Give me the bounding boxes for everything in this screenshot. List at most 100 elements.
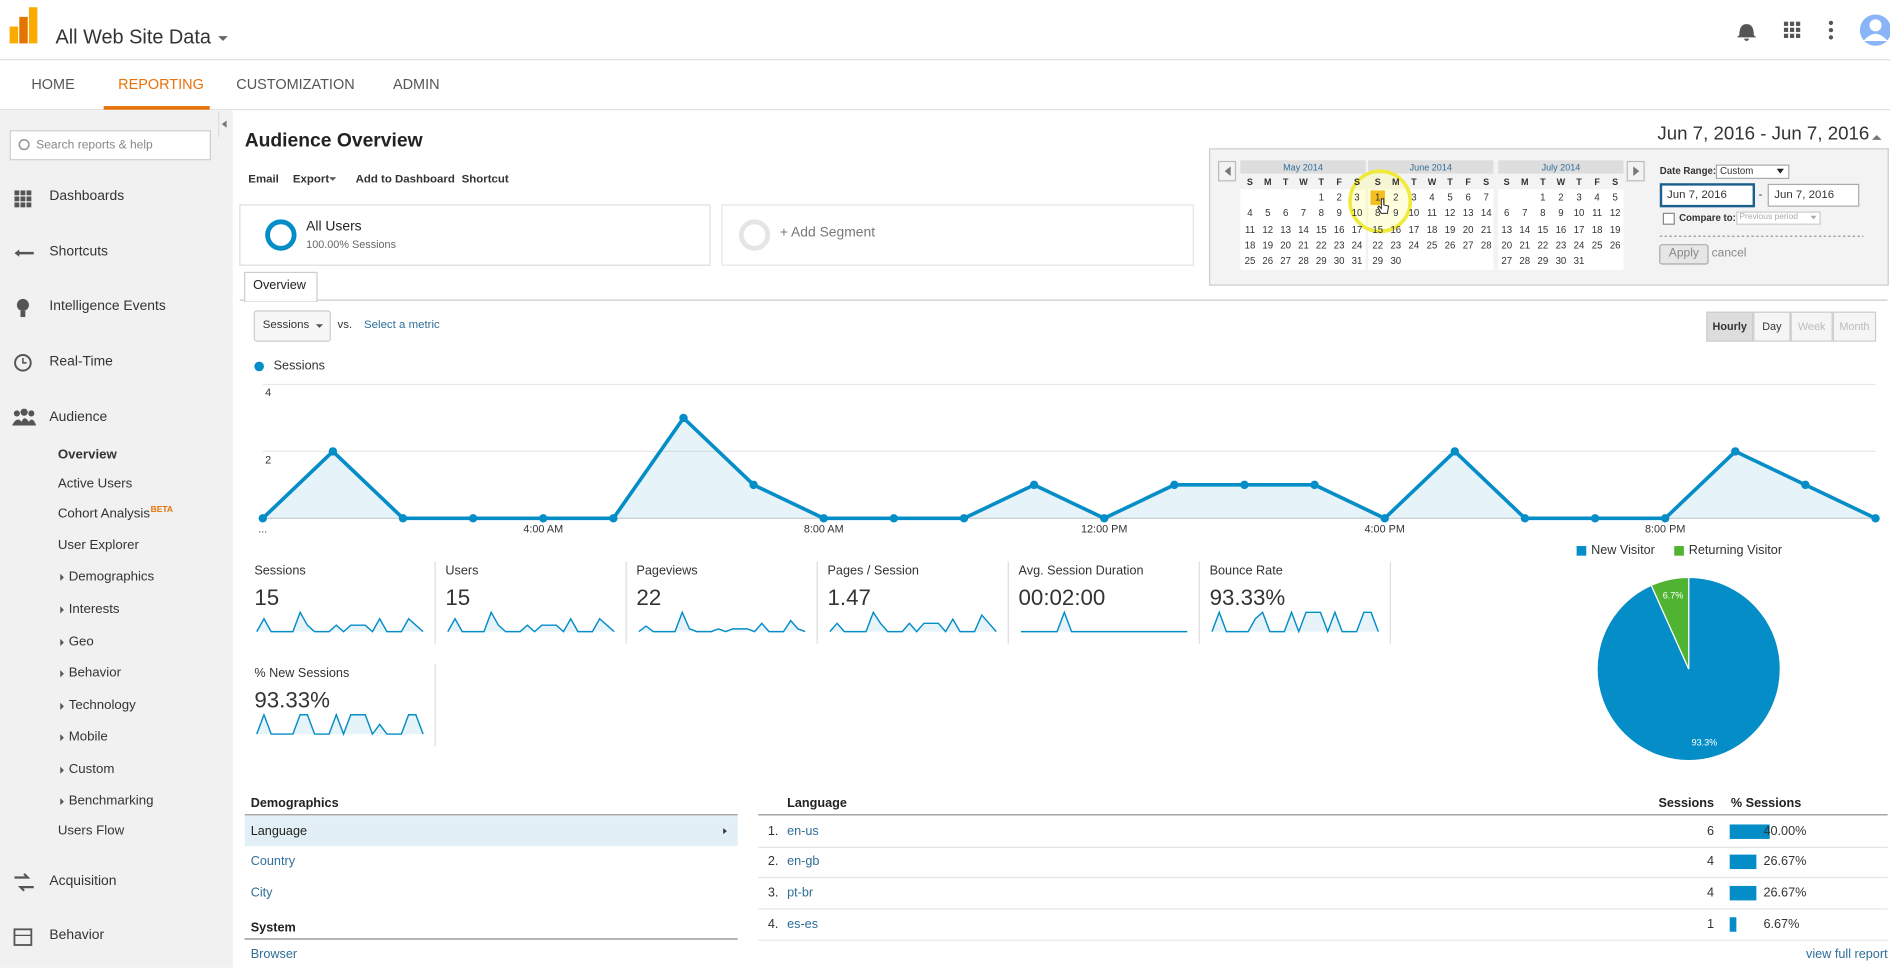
nav-subitem[interactable]: Interests (68, 601, 120, 617)
nav-subitem[interactable]: Users Flow (57, 823, 125, 839)
apps-icon[interactable] (1783, 21, 1801, 38)
day[interactable]: 30 (1555, 256, 1567, 267)
nav-item[interactable]: Real-Time (49, 354, 113, 369)
nav-tab[interactable]: HOME (31, 75, 75, 93)
day[interactable]: 11 (1592, 207, 1603, 219)
day[interactable]: 5 (1447, 191, 1453, 203)
date-range[interactable]: Jun 7, 2016 - Jun 7, 2016 (1657, 123, 1870, 145)
day[interactable]: 6 (1282, 207, 1289, 219)
day[interactable]: 5 (1612, 191, 1618, 203)
day[interactable]: 22 (1315, 239, 1327, 251)
day[interactable]: 17 (1573, 223, 1585, 235)
day[interactable]: 8 (1318, 207, 1324, 219)
day[interactable]: 29 (1537, 256, 1549, 267)
nav-subitem[interactable]: Geo (68, 634, 94, 649)
day[interactable]: 22 (1372, 239, 1384, 251)
granularity-label[interactable]: Hourly (1712, 320, 1747, 333)
add-segment[interactable]: + Add Segment (779, 225, 876, 240)
day[interactable]: 23 (1390, 239, 1402, 251)
day[interactable]: 10 (1351, 207, 1363, 219)
day[interactable]: 6 (1465, 191, 1471, 203)
nav-subitem[interactable]: Overview (57, 447, 117, 463)
day[interactable]: 3 (1354, 191, 1360, 203)
caret[interactable] (218, 36, 228, 41)
day[interactable]: 27 (1280, 256, 1291, 267)
day[interactable]: 2 (1558, 191, 1564, 203)
day[interactable]: 10 (1573, 207, 1585, 219)
day[interactable]: 6 (1504, 207, 1510, 219)
row-link[interactable]: pt-br (787, 885, 814, 901)
day[interactable]: 2 (1336, 191, 1342, 203)
end-date[interactable]: Jun 7, 2016 (1774, 188, 1835, 202)
nav-subitem[interactable]: Mobile (68, 729, 108, 745)
day[interactable]: 8 (1375, 207, 1381, 219)
day[interactable]: 18 (1426, 223, 1438, 235)
bell-icon[interactable] (1736, 24, 1757, 41)
dimension-link[interactable]: Browser (250, 947, 298, 962)
day[interactable]: 19 (1444, 223, 1456, 235)
day[interactable]: 30 (1333, 256, 1345, 267)
tab-label[interactable]: Overview (253, 278, 306, 293)
action[interactable]: Export (292, 172, 330, 186)
nav-subitem[interactable]: Demographics (68, 569, 155, 584)
day[interactable]: 25 (1244, 256, 1256, 267)
caret[interactable] (1871, 135, 1882, 140)
granularity-button[interactable] (1790, 311, 1833, 342)
segment-card[interactable] (239, 204, 711, 266)
dimension-link[interactable]: City (250, 885, 273, 901)
granularity-button[interactable] (1832, 311, 1877, 342)
nav-subitem[interactable]: User Explorer (57, 538, 139, 553)
day[interactable]: 25 (1426, 239, 1438, 251)
day[interactable]: 5 (1265, 207, 1271, 219)
nav-item[interactable]: Dashboards (49, 189, 125, 204)
nav-tab[interactable]: CUSTOMIZATION (236, 75, 355, 93)
day[interactable]: 16 (1333, 223, 1345, 235)
day[interactable]: 11 (1244, 223, 1255, 235)
nav-subitem[interactable]: Benchmarking (68, 793, 154, 809)
search-box[interactable] (9, 130, 211, 161)
tab[interactable] (244, 271, 318, 302)
day[interactable]: 21 (1480, 223, 1492, 235)
nav-item[interactable]: Intelligence Events (49, 299, 166, 314)
action[interactable]: Shortcut (461, 172, 509, 186)
day[interactable]: 13 (1280, 223, 1291, 235)
more-icon[interactable] (1828, 20, 1834, 40)
nav-subitem[interactable]: Behavior (68, 665, 122, 681)
day[interactable]: 27 (1501, 256, 1513, 267)
day[interactable]: 9 (1558, 207, 1564, 219)
cancel[interactable]: cancel (1711, 247, 1747, 261)
action[interactable]: Add to Dashboard (355, 172, 455, 186)
granularity-button[interactable] (1753, 311, 1791, 342)
day[interactable]: 12 (1609, 207, 1621, 219)
day[interactable]: 27 (1462, 239, 1474, 251)
nav-subitem[interactable]: Cohort Analysis (57, 506, 150, 522)
collapse-toggle[interactable] (218, 110, 232, 138)
day[interactable]: 7 (1483, 191, 1489, 203)
action[interactable]: Email (248, 172, 279, 186)
next-month[interactable] (1633, 166, 1640, 176)
day[interactable]: 14 (1298, 223, 1309, 235)
day[interactable]: 10 (1408, 207, 1420, 219)
nav-tab[interactable]: REPORTING (118, 75, 204, 93)
day[interactable]: 11 (1426, 207, 1437, 219)
granularity-label[interactable]: Month (1839, 320, 1870, 333)
day[interactable]: 19 (1262, 239, 1274, 251)
metric-select-label[interactable]: Sessions (262, 318, 310, 332)
row-link[interactable]: en-us (787, 824, 819, 839)
day[interactable]: 23 (1555, 239, 1567, 251)
day[interactable]: 20 (1280, 239, 1291, 251)
day[interactable]: 30 (1390, 256, 1402, 267)
day[interactable]: 16 (1390, 223, 1402, 235)
day[interactable]: 8 (1540, 207, 1546, 219)
day[interactable]: 15 (1537, 223, 1549, 235)
day[interactable]: 2 (1393, 191, 1399, 203)
day[interactable]: 29 (1315, 256, 1327, 267)
day[interactable]: 28 (1519, 256, 1531, 267)
select-metric[interactable]: Select a metric (364, 318, 440, 332)
day[interactable]: 1 (1375, 191, 1381, 203)
day[interactable]: 3 (1411, 191, 1417, 203)
day[interactable]: 20 (1501, 239, 1513, 251)
granularity-button[interactable] (1706, 311, 1754, 342)
day[interactable]: 3 (1576, 191, 1582, 203)
day[interactable]: 23 (1333, 239, 1345, 251)
